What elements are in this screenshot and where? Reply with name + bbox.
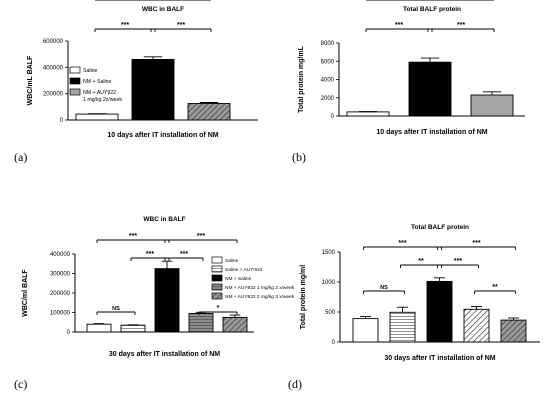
chart3-significance-label: *** [197, 233, 205, 240]
chart3-legend-label: NM + Saline [225, 276, 252, 282]
chart1-legend-swatch [69, 88, 81, 96]
chart3-bar [188, 313, 214, 333]
panel-letter-a: (a) [14, 150, 28, 164]
chart3-significance-label: *** [146, 251, 154, 258]
chart1-legend-label: Saline [83, 68, 98, 74]
chart4-y-tick-label: 0 [332, 340, 336, 346]
chart1-legend-label: NM + AUY922 [83, 90, 116, 96]
chart4-significance-label: ** [418, 258, 424, 265]
chart2-y-tick-label: 0 [331, 114, 335, 120]
chart2-xlabel: 10 days after IT installation of NM [376, 129, 487, 136]
chart4-title: Total BALF protein [411, 224, 469, 231]
chart1-legend-swatch [69, 77, 81, 85]
chart3-significance-label: *** [129, 233, 137, 240]
chart1-significance-label: *** [149, 0, 157, 2]
chart2-bar [408, 61, 452, 117]
chart4-bar [500, 319, 527, 343]
chart3-y-tick-label: 200000 [50, 291, 71, 297]
chart4-bar [352, 318, 379, 343]
chart2-y-tick-label: 8000 [321, 41, 335, 47]
chart4-bar [389, 311, 416, 343]
chart1-y-tick-label: 0 [60, 118, 64, 124]
chart2-bar [346, 111, 390, 117]
chart3-y-tick-label: 400000 [50, 252, 71, 258]
chart3-legend-label: NM + AUY922 2 mg/kg 3 x/week [225, 294, 295, 300]
panel-letter-d: (d) [288, 377, 302, 391]
chart4-significance-label: *** [398, 240, 406, 247]
chart3-legend-swatch [211, 274, 223, 282]
chart2-significance-label: *** [457, 22, 465, 29]
chart4-y-tick-label: 1000 [322, 280, 336, 286]
chart2-y-tick-label: 4000 [321, 78, 335, 84]
chart3-legend-swatch [211, 265, 223, 273]
chart1-title: WBC in BALF [142, 6, 184, 13]
chart3-xlabel: 30 days after IT installation of NM [109, 351, 220, 358]
chart1-legend-label: NM + Saline [83, 79, 112, 85]
chart3-y-tick-label: 300000 [50, 272, 71, 278]
chart3-significance-label: * [217, 305, 220, 312]
chart2-significance-label: *** [426, 0, 434, 2]
chart2-significance-label: *** [395, 22, 403, 29]
panel-letter-b: (b) [292, 150, 306, 164]
chart3-significance-label: NS [112, 306, 120, 312]
chart1-ylabel: WBC/mL BALF [27, 55, 34, 105]
chart4-significance-label: *** [454, 258, 462, 265]
chart2-y-tick-label: 6000 [321, 59, 335, 65]
chart3-significance-label: *** [180, 251, 188, 258]
chart4-bar [463, 308, 490, 343]
chart3-title: WBC in BALF [143, 216, 185, 223]
chart1-bar [131, 58, 175, 121]
chart2-title: Total BALF protein [403, 6, 461, 13]
chart3-legend-swatch [211, 256, 223, 264]
chart3-bar [222, 316, 248, 333]
chart4-y-tick-label: 500 [325, 310, 336, 316]
chart1-y-tick-label: 600000 [43, 39, 64, 45]
chart2-bar [470, 94, 514, 117]
chart4-significance-label: NS [380, 285, 388, 291]
chart1-bar [75, 113, 119, 121]
chart3-bar [154, 268, 180, 333]
chart1-y-tick-label: 200000 [43, 92, 64, 98]
chart3-legend-swatch [211, 283, 223, 291]
chart3-y-tick-label: 100000 [50, 311, 71, 317]
chart3-ylabel: WBC/ml BALF [22, 269, 29, 317]
chart1-significance-label: *** [177, 22, 185, 29]
chart3-bar [86, 323, 112, 333]
chart1-y-tick-label: 400000 [43, 65, 64, 71]
chart4-significance-label: ** [492, 284, 498, 291]
chart1-significance-label: *** [121, 22, 129, 29]
chart1-xlabel: 10 days after IT installation of NM [107, 132, 218, 139]
chart3-bar [120, 324, 146, 333]
chart4-ylabel: Total protein mg/ml [300, 265, 307, 329]
panel-letter-c: (c) [14, 377, 28, 391]
chart1-legend-swatch [69, 66, 81, 74]
chart3-y-tick-label: 0 [67, 330, 71, 336]
chart4-y-tick-label: 1500 [322, 250, 336, 256]
chart3-legend-label: NM + AUY922 1 mg/kg 2 x/week [225, 285, 295, 291]
chart3-legend-label: Saline [225, 258, 239, 264]
chart4-significance-label: *** [472, 240, 480, 247]
chart3-legend-label: Saline + AUY-922 [225, 267, 263, 273]
chart2-ylabel: Total protein mg/mL [298, 45, 305, 112]
chart4-bar [426, 280, 453, 343]
chart3-legend-swatch [211, 292, 223, 300]
chart2-y-tick-label: 2000 [321, 96, 335, 102]
chart4-xlabel: 30 days after IT installation of NM [384, 355, 495, 362]
chart1-bar [187, 103, 231, 121]
chart1-legend-label: 1 mg/kg 2x/week [83, 97, 122, 103]
